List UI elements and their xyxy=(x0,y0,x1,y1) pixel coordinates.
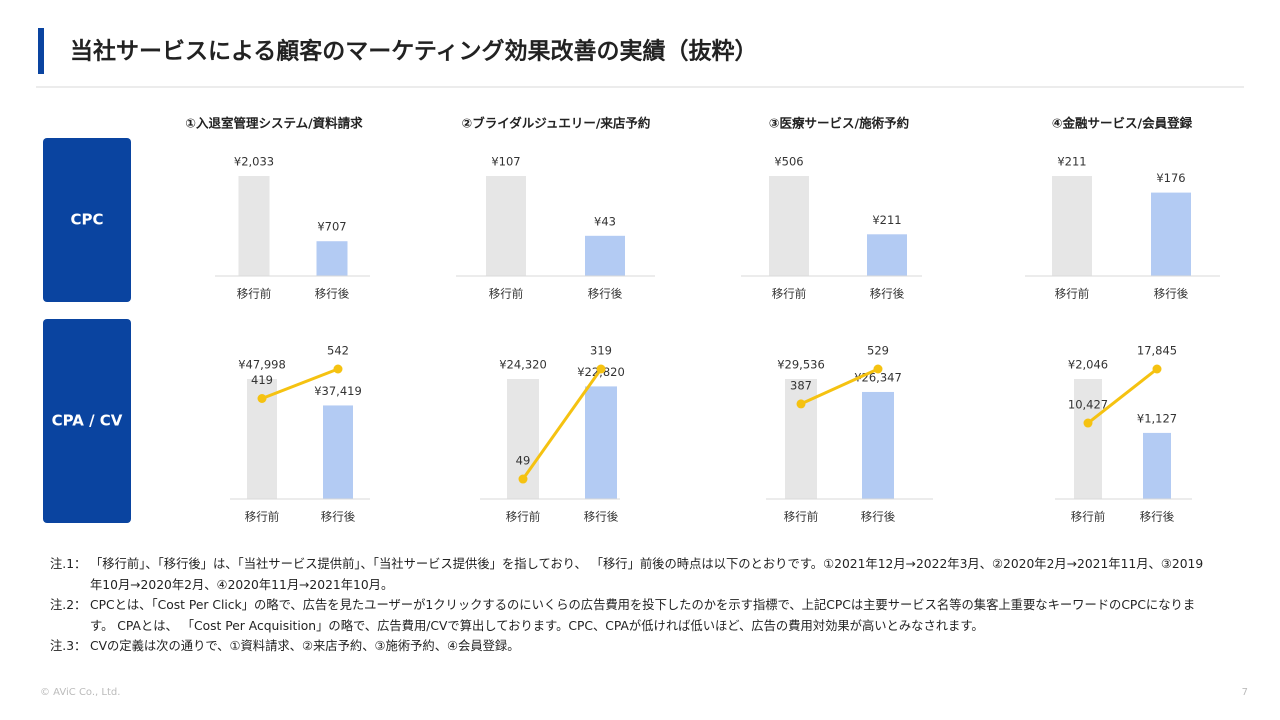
row-label-box xyxy=(43,319,131,523)
x-tick-label: 移行後 xyxy=(1154,287,1189,301)
bar xyxy=(585,386,617,499)
cv-point xyxy=(1152,364,1162,374)
x-tick-label: 移行前 xyxy=(772,287,807,301)
chart-title: ④金融サービス/会員登録 xyxy=(1052,116,1193,131)
cv-point xyxy=(1083,418,1093,428)
chart-title: ③医療サービス/施術予約 xyxy=(769,116,909,131)
note-text: CPCとは、「Cost Per Click」の略で、広告を見たユーザーが1クリッ… xyxy=(90,598,1196,633)
title-accent xyxy=(38,28,44,74)
cv-line xyxy=(521,368,603,480)
cv-point xyxy=(257,394,267,404)
bar-value-label: ¥211 xyxy=(1057,155,1086,169)
cv-value-label: 542 xyxy=(327,344,349,358)
x-tick-label: 移行前 xyxy=(237,287,272,301)
cv-point xyxy=(796,399,806,409)
bar-value-label: ¥37,419 xyxy=(314,384,362,398)
bar-value-label: ¥47,998 xyxy=(238,358,286,372)
bar-value-label: ¥2,033 xyxy=(234,155,274,169)
x-tick-label: 移行後 xyxy=(861,510,896,524)
cv-value-label: 49 xyxy=(516,454,531,468)
note-label: 注.1： xyxy=(50,557,87,571)
note-label: 注.2： xyxy=(50,598,87,612)
x-tick-label: 移行前 xyxy=(1071,510,1106,524)
row-label-box xyxy=(43,138,131,302)
bar xyxy=(585,235,625,276)
row-label: CPA / CV xyxy=(52,412,123,430)
bar xyxy=(862,391,894,499)
bar-value-label: ¥29,536 xyxy=(777,358,825,372)
note-text: 「移行前」、「移行後」は、「当社サービス提供前」、「当社サービス提供後」を指して… xyxy=(90,557,1204,592)
cv-value-label: 387 xyxy=(790,378,812,392)
x-tick-label: 移行後 xyxy=(870,287,905,301)
note: 注.1： 「移行前」、「移行後」は、「当社サービス提供前」、「当社サービス提供後」… xyxy=(50,554,1210,595)
note: 注.2： CPCとは、「Cost Per Click」の略で、広告を見たユーザーが… xyxy=(50,595,1210,636)
cv-point xyxy=(596,364,606,374)
page-number: 7 xyxy=(1242,687,1248,698)
bar-value-label: ¥176 xyxy=(1156,171,1185,185)
cv-value-label: 529 xyxy=(867,344,889,358)
row-label: CPC xyxy=(70,211,103,229)
bar xyxy=(867,234,907,276)
x-tick-label: 移行前 xyxy=(506,510,541,524)
bar xyxy=(1151,192,1191,276)
bar xyxy=(1074,379,1102,499)
cv-point xyxy=(873,364,883,374)
notes: 注.1： 「移行前」、「移行後」は、「当社サービス提供前」、「当社サービス提供後」… xyxy=(50,554,1210,657)
bar xyxy=(316,241,348,276)
bar xyxy=(323,405,353,499)
slide-title: 当社サービスによる顧客のマーケティング効果改善の実績（抜粋） xyxy=(70,38,757,65)
cv-point xyxy=(333,364,343,374)
bar-value-label: ¥43 xyxy=(594,214,616,228)
note-text: CVの定義は次の通りで、①資料請求、②来店予約、③施術予約、④会員登録。 xyxy=(90,639,520,653)
cv-line xyxy=(1087,367,1158,425)
bar xyxy=(486,176,526,276)
x-tick-label: 移行前 xyxy=(1055,287,1090,301)
cv-line xyxy=(800,367,879,406)
chart-title: ②ブライダルジュエリー/来店予約 xyxy=(462,116,651,131)
cv-line xyxy=(261,367,339,400)
x-tick-label: 移行後 xyxy=(315,287,350,301)
bar xyxy=(785,379,817,499)
bar-value-label: ¥506 xyxy=(774,155,803,169)
cv-value-label: 319 xyxy=(590,344,612,358)
x-tick-label: 移行前 xyxy=(245,510,280,524)
x-tick-label: 移行前 xyxy=(489,287,524,301)
bar-value-label: ¥211 xyxy=(872,213,901,227)
bar xyxy=(238,176,270,276)
bar-value-label: ¥107 xyxy=(491,155,520,169)
bar-value-label: ¥24,320 xyxy=(499,358,547,372)
cv-value-label: 17,845 xyxy=(1137,344,1177,358)
cv-value-label: 10,427 xyxy=(1068,398,1108,412)
bar xyxy=(1143,432,1171,499)
x-tick-label: 移行後 xyxy=(321,510,356,524)
footer: © AViC Co., Ltd. xyxy=(40,687,120,698)
note-label: 注.3： xyxy=(50,639,87,653)
x-tick-label: 移行前 xyxy=(784,510,819,524)
cv-value-label: 419 xyxy=(251,373,273,387)
note: 注.3： CVの定義は次の通りで、①資料請求、②来店予約、③施術予約、④会員登録。 xyxy=(50,636,1210,657)
bar xyxy=(1052,176,1092,276)
bar-value-label: ¥1,127 xyxy=(1137,411,1177,425)
bar xyxy=(769,176,809,276)
bar-value-label: ¥707 xyxy=(317,220,346,234)
bar-value-label: ¥2,046 xyxy=(1068,358,1108,372)
chart-title: ①入退室管理システム/資料請求 xyxy=(185,116,363,131)
x-tick-label: 移行後 xyxy=(1140,510,1175,524)
x-tick-label: 移行後 xyxy=(588,287,623,301)
x-tick-label: 移行後 xyxy=(584,510,619,524)
cv-point xyxy=(518,474,528,484)
